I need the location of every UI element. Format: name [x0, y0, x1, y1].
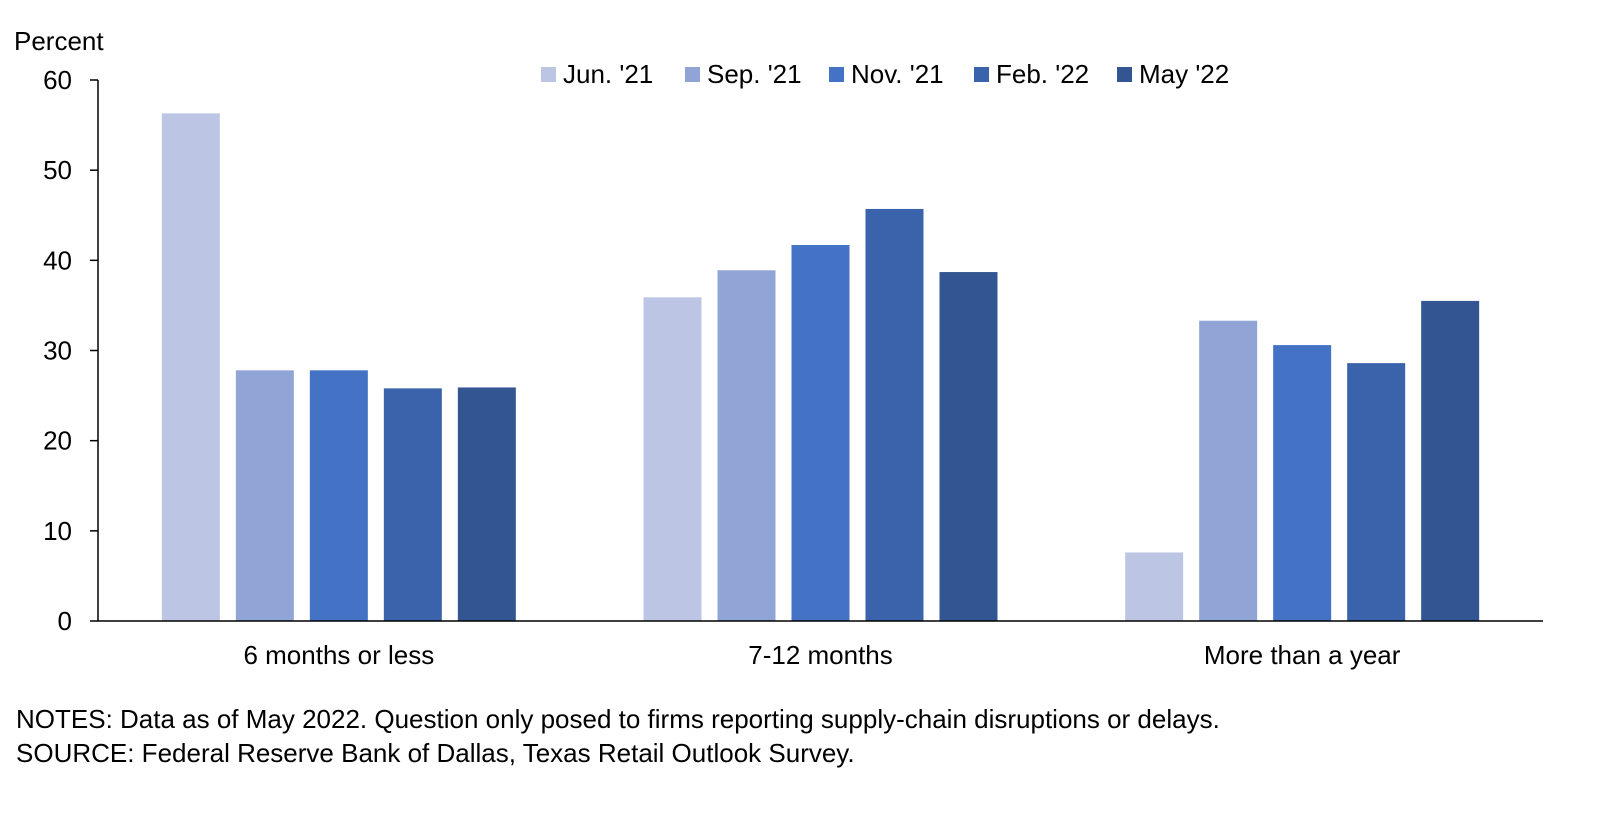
- y-tick-label: 40: [43, 245, 72, 275]
- bar: [235, 370, 294, 621]
- legend-swatch: [685, 67, 700, 82]
- legend-swatch: [829, 67, 844, 82]
- legend-label: Nov. '21: [851, 59, 944, 89]
- bar: [865, 208, 924, 621]
- legend-swatch: [541, 67, 556, 82]
- y-tick-label: 20: [43, 426, 72, 456]
- y-tick-label: 10: [43, 516, 72, 546]
- bar: [309, 370, 368, 621]
- bar: [643, 297, 702, 621]
- x-axis-ticks: 6 months or less 7-12 months More than a y…: [243, 640, 1400, 670]
- legend-label: May '22: [1139, 59, 1229, 89]
- legend: Jun. '21 Sep. '21 Nov. '21 Feb. '22 May '22: [541, 59, 1229, 89]
- legend-label: Feb. '22: [996, 59, 1089, 89]
- y-axis-ticks: 0 10 20 30 40 50 60: [43, 65, 98, 636]
- legend-label: Jun. '21: [563, 59, 653, 89]
- legend-swatch: [1117, 67, 1132, 82]
- x-tick-label: More than a year: [1204, 640, 1401, 670]
- bar: [939, 272, 998, 621]
- bar: [1421, 300, 1480, 621]
- y-tick-label: 30: [43, 336, 72, 366]
- legend-swatch: [974, 67, 989, 82]
- x-tick-label: 6 months or less: [243, 640, 434, 670]
- bar: [457, 387, 516, 621]
- legend-label: Sep. '21: [707, 59, 802, 89]
- x-tick-label: 7-12 months: [748, 640, 893, 670]
- bar: [1347, 363, 1406, 621]
- bar: [717, 270, 776, 621]
- bar: [1125, 552, 1184, 621]
- chart-source: SOURCE: Federal Reserve Bank of Dallas, …: [16, 738, 855, 768]
- y-tick-label: 60: [43, 65, 72, 95]
- bar: [1273, 345, 1332, 621]
- y-axis-label: Percent: [14, 26, 104, 56]
- bar: [1199, 320, 1258, 621]
- bar: [791, 245, 850, 621]
- bars-group: [161, 113, 1480, 621]
- bar: [383, 388, 442, 621]
- y-tick-label: 50: [43, 155, 72, 185]
- bar: [161, 113, 220, 621]
- bar-chart: Percent 0 10 20 30 40 50 60 6 months or less 7-…: [14, 26, 1543, 670]
- chart-notes: NOTES: Data as of May 2022. Question onl…: [16, 704, 1220, 734]
- y-tick-label: 0: [58, 606, 72, 636]
